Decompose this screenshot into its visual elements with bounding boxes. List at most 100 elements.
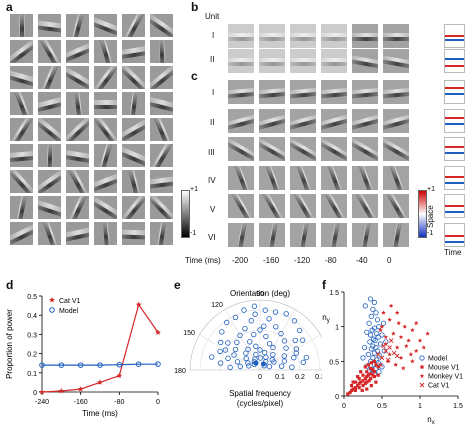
y-tick-label: 0.1 [27,371,37,378]
x-tick-label: -80 [114,399,124,406]
unit-label-c-6: VI [208,233,216,242]
data-point [292,337,298,344]
y-axis-label: ny [322,313,329,324]
data-point [253,343,259,350]
data-point [372,374,376,379]
data-point [369,327,375,333]
rf-tile [94,118,117,141]
unit-frame-tile [321,194,347,218]
data-point [225,340,231,346]
data-point [413,320,419,326]
rf-tile [66,222,89,245]
panel-letter-e: e [174,278,181,292]
rf-tile [94,40,117,63]
data-point [231,352,237,358]
data-point [217,348,223,355]
unit-frame-tile [228,49,254,73]
polar-spoke [259,309,296,371]
data-point [425,331,430,336]
time-row-tick: 0 [387,256,392,265]
colorbar-c-bottom-label: -1 [427,230,434,237]
rf-tile [122,170,145,193]
data-point [385,358,391,364]
unit-frame-tile [321,80,347,104]
data-point [299,337,306,343]
data-point [387,352,392,357]
data-point [394,345,400,350]
rf-tile [122,40,145,63]
data-point [348,390,352,395]
time-row-tick: -120 [294,256,311,265]
data-point [281,353,287,359]
data-point [253,351,259,358]
data-point [219,329,225,335]
data-point [58,362,65,368]
data-point [377,341,384,347]
colorbar-bottom-label: -1 [190,230,197,237]
data-point [246,363,252,369]
unit-frame-tile [383,24,409,48]
data-point [367,379,371,383]
rf-tile [10,196,33,219]
legend-label: Model [428,356,448,363]
rf-tile [10,40,33,63]
data-point [359,370,363,374]
data-point [77,362,84,368]
unit-rf-rows-b [228,24,413,73]
data-point [224,319,230,326]
angle-tick-label: 90 [256,291,264,298]
unit-frame-tile [352,222,378,247]
radial-axis-unit: (cycles/pixel) [237,399,284,408]
data-point [365,370,369,374]
data-point [291,318,298,324]
data-point [379,332,385,338]
data-point [227,364,233,371]
data-point [293,346,300,352]
power-line-chart: 0 0.1 0.2 0.3 0.4 0.5 -240 -160 -80 0 Time (ms) Pro… [5,294,161,418]
rf-tile [10,66,33,89]
data-point [378,362,383,368]
y-tick-label: 0.5 [27,294,37,301]
unit-frame-tile [352,137,378,161]
data-point [356,384,360,388]
data-point [360,388,364,393]
space-time-strip-b1 [444,24,465,48]
data-point [217,339,224,346]
data-point [58,388,65,394]
data-point [266,340,273,347]
data-point [369,372,373,376]
data-point [376,365,380,369]
unit-label-b-2: II [210,55,215,64]
unit-frame-tile [259,80,285,104]
unit-frame-tile [290,194,316,218]
radial-tick-label: 0.3 [315,374,322,381]
space-time-strip [444,80,465,104]
data-point [222,347,229,353]
data-point [410,358,415,364]
legend-marker [419,382,425,388]
data-point [243,350,249,356]
data-point [387,317,392,322]
rf-tile [66,170,89,193]
rf-tile [10,144,33,167]
unit-frame-tile [290,80,316,104]
data-point [374,380,378,384]
data-point [266,363,273,370]
data-point [357,377,361,381]
data-point [376,369,382,375]
unit-frame-tile [352,194,378,218]
unit-frame-tile [352,49,378,73]
data-point [374,317,381,323]
radial-tick-label: 0 [258,374,262,381]
series-line [42,363,158,366]
x-tick-label: -160 [74,399,88,406]
y-tick-label: 1 [335,325,339,332]
rf-tile [150,222,173,245]
data-point [361,344,368,351]
data-point [293,350,299,356]
data-point [398,355,404,360]
data-point [242,325,248,332]
rf-tile [66,196,89,219]
rf-tile [66,40,89,63]
colorbar-c-top-label: +1 [427,186,435,193]
